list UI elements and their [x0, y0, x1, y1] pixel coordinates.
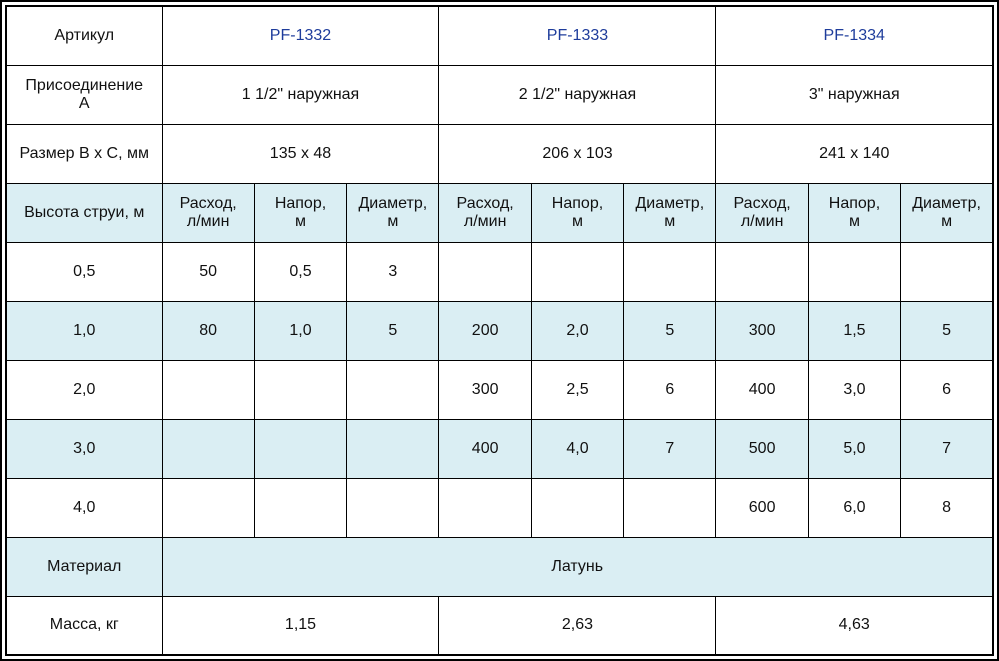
cell-value: 1,5 — [807, 300, 902, 361]
articul-label: Артикул — [5, 5, 163, 66]
size-value: 206 x 103 — [438, 123, 717, 184]
material-value: Латунь — [161, 536, 994, 597]
cell-value — [161, 477, 255, 538]
cell-value — [715, 241, 809, 302]
cell-value: 0,5 — [253, 241, 348, 302]
cell-value — [253, 359, 348, 420]
cell-value — [530, 241, 625, 302]
cell-value — [253, 477, 348, 538]
row-connection: Присоединение А 1 1/2" наружная 2 1/2" н… — [5, 64, 994, 125]
size-value: 241 x 140 — [715, 123, 994, 184]
cell-value: 300 — [715, 300, 809, 361]
jet-height-value: 2,0 — [5, 359, 163, 420]
jet-height-value: 0,5 — [5, 241, 163, 302]
cell-value — [530, 477, 625, 538]
pressure-header: Напор, м — [530, 182, 625, 243]
data-row-4-0: 4,0 600 6,0 8 — [5, 477, 994, 538]
cell-value: 6 — [623, 359, 717, 420]
flow-header: Расход, л/мин — [161, 182, 255, 243]
cell-value — [438, 241, 532, 302]
cell-value — [346, 477, 440, 538]
cell-value — [161, 418, 255, 479]
cell-value: 7 — [623, 418, 717, 479]
row-size: Размер B x C, мм 135 x 48 206 x 103 241 … — [5, 123, 994, 184]
cell-value: 1,0 — [253, 300, 348, 361]
pressure-header: Напор, м — [253, 182, 348, 243]
cell-value: 50 — [161, 241, 255, 302]
cell-value: 2,0 — [530, 300, 625, 361]
product-spec-table: Артикул PF-1332 PF-1333 PF-1334 Присоеди… — [5, 5, 994, 656]
row-articul: Артикул PF-1332 PF-1333 PF-1334 — [5, 5, 994, 66]
cell-value: 4,0 — [530, 418, 625, 479]
cell-value: 400 — [438, 418, 532, 479]
cell-value — [807, 241, 902, 302]
data-row-2-0: 2,0 300 2,5 6 400 3,0 6 — [5, 359, 994, 420]
cell-value — [623, 241, 717, 302]
connection-value: 1 1/2" наружная — [161, 64, 440, 125]
cell-value: 80 — [161, 300, 255, 361]
mass-value: 4,63 — [715, 595, 994, 656]
cell-value — [253, 418, 348, 479]
cell-value: 7 — [900, 418, 994, 479]
cell-value: 6 — [900, 359, 994, 420]
data-row-0-5: 0,5 50 0,5 3 — [5, 241, 994, 302]
jet-height-value: 4,0 — [5, 477, 163, 538]
cell-value: 8 — [900, 477, 994, 538]
cell-value — [346, 359, 440, 420]
cell-value — [161, 359, 255, 420]
diameter-header: Диаметр, м — [900, 182, 994, 243]
pressure-header: Напор, м — [807, 182, 902, 243]
row-metric-headers: Высота струи, м Расход, л/мин Напор, м Д… — [5, 182, 994, 243]
size-value: 135 x 48 — [161, 123, 440, 184]
jet-height-value: 3,0 — [5, 418, 163, 479]
cell-value: 5,0 — [807, 418, 902, 479]
diameter-header: Диаметр, м — [346, 182, 440, 243]
cell-value: 300 — [438, 359, 532, 420]
cell-value: 2,5 — [530, 359, 625, 420]
cell-value: 200 — [438, 300, 532, 361]
flow-header: Расход, л/мин — [715, 182, 809, 243]
data-row-3-0: 3,0 400 4,0 7 500 5,0 7 — [5, 418, 994, 479]
cell-value: 5 — [900, 300, 994, 361]
cell-value: 5 — [346, 300, 440, 361]
cell-value: 500 — [715, 418, 809, 479]
mass-label: Масса, кг — [5, 595, 163, 656]
cell-value: 6,0 — [807, 477, 902, 538]
data-row-1-0: 1,0 80 1,0 5 200 2,0 5 300 1,5 5 — [5, 300, 994, 361]
connection-value: 2 1/2" наружная — [438, 64, 717, 125]
cell-value: 5 — [623, 300, 717, 361]
cell-value: 3 — [346, 241, 440, 302]
cell-value — [346, 418, 440, 479]
cell-value: 3,0 — [807, 359, 902, 420]
row-mass: Масса, кг 1,15 2,63 4,63 — [5, 595, 994, 656]
product-code-pf-1332: PF-1332 — [161, 5, 440, 66]
connection-label: Присоединение А — [5, 64, 163, 125]
cell-value — [438, 477, 532, 538]
cell-value: 600 — [715, 477, 809, 538]
cell-value: 400 — [715, 359, 809, 420]
jet-height-value: 1,0 — [5, 300, 163, 361]
material-label: Материал — [5, 536, 163, 597]
cell-value — [623, 477, 717, 538]
size-label: Размер B x C, мм — [5, 123, 163, 184]
flow-header: Расход, л/мин — [438, 182, 532, 243]
diameter-header: Диаметр, м — [623, 182, 717, 243]
connection-value: 3" наружная — [715, 64, 994, 125]
cell-value — [900, 241, 994, 302]
product-code-pf-1333: PF-1333 — [438, 5, 717, 66]
product-code-pf-1334: PF-1334 — [715, 5, 994, 66]
row-material: Материал Латунь — [5, 536, 994, 597]
mass-value: 2,63 — [438, 595, 717, 656]
jet-height-label: Высота струи, м — [5, 182, 163, 243]
mass-value: 1,15 — [161, 595, 440, 656]
